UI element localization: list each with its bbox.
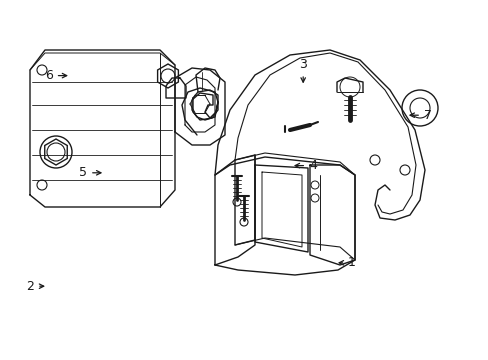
Text: 1: 1 — [339, 256, 355, 269]
Text: 6: 6 — [45, 69, 66, 82]
Text: 4: 4 — [295, 159, 316, 172]
Text: 3: 3 — [299, 58, 306, 82]
Text: 7: 7 — [409, 109, 431, 122]
Text: 2: 2 — [26, 280, 43, 293]
Text: 5: 5 — [79, 166, 101, 179]
